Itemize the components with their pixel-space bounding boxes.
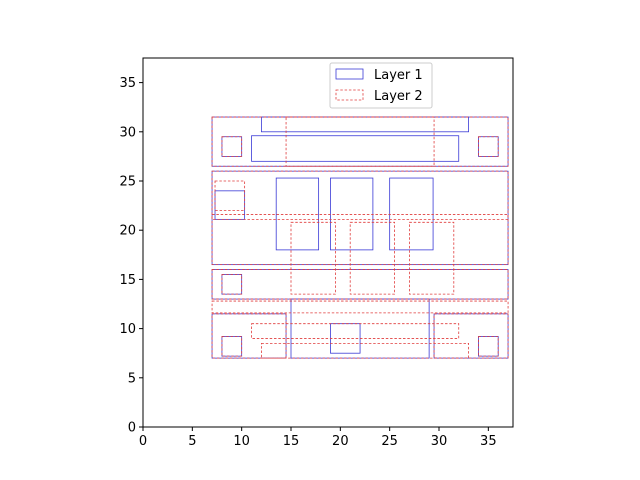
y-tick-label-25: 25 [119, 175, 136, 190]
layer-1-rect-5 [211, 170, 509, 266]
layer-2-rect-15 [211, 313, 287, 359]
layer-2-rect-9 [408, 221, 455, 295]
x-tick-label-10: 10 [233, 434, 250, 449]
y-tick-label-20: 20 [119, 224, 136, 239]
x-tick-label-20: 20 [332, 434, 349, 449]
layer-2-rect-10 [211, 269, 509, 300]
x-tick-label-15: 15 [283, 434, 300, 449]
layer-2-rect-11 [221, 274, 243, 295]
layer-2-rect-12 [211, 300, 509, 314]
rects-layer [211, 116, 509, 359]
layer-1-rect-2 [251, 135, 460, 162]
layer-2-rect-1 [285, 116, 435, 167]
x-tick-label-25: 25 [381, 434, 398, 449]
layer-1-rect-7 [275, 177, 320, 251]
layer-2-rect-4 [211, 170, 509, 266]
y-tick-label-30: 30 [119, 125, 136, 140]
layer-2-rect-3 [478, 136, 499, 157]
layer-2-rect-17 [221, 336, 243, 357]
layer-1-rect-0 [211, 116, 509, 167]
layer-2-rect-0 [211, 116, 509, 167]
x-tick-label-30: 30 [431, 434, 448, 449]
layer-1-rect-1 [260, 116, 469, 133]
layer-1-rect-6 [214, 190, 246, 220]
legend: Layer 1 Layer 2 [329, 62, 433, 109]
legend-swatch-layer-1 [335, 68, 364, 80]
layer-1-rect-12 [211, 313, 287, 359]
layer-1-rect-11 [221, 274, 243, 295]
layer-1-rect-16 [221, 336, 243, 357]
layer-2-rect-16 [433, 313, 509, 359]
y-tick-label-35: 35 [119, 76, 136, 91]
layer-2-rect-2 [221, 136, 243, 157]
layer-2-rect-14 [260, 342, 469, 359]
x-tick-label-5: 5 [188, 434, 196, 449]
legend-label-layer-1: Layer 1 [374, 68, 423, 83]
y-tick-label-5: 5 [128, 371, 136, 386]
layer-2-rect-8 [349, 221, 396, 295]
layer-2-rect-6 [214, 180, 246, 211]
legend-box [329, 62, 433, 109]
layer-1-rect-17 [478, 336, 499, 357]
layer-1-rect-4 [478, 136, 499, 157]
layer-2-rect-5 [211, 214, 509, 220]
y-tick-label-0: 0 [128, 421, 136, 436]
layer-2-rect-7 [290, 221, 336, 295]
plot-frame [142, 57, 514, 428]
layer-1-rect-3 [221, 136, 243, 157]
legend-label-layer-2: Layer 2 [374, 89, 423, 104]
legend-swatch-layer-2 [335, 89, 364, 101]
layer-1-rect-9 [389, 177, 434, 251]
y-ticks: 0 5 10 15 20 25 30 35 [119, 76, 143, 436]
layer-2-rect-18 [478, 336, 499, 357]
x-tick-label-0: 0 [139, 434, 147, 449]
layer-2-rect-13 [251, 323, 460, 339]
y-tick-label-15: 15 [119, 273, 136, 288]
x-tick-label-35: 35 [480, 434, 497, 449]
layer-1-rect-10 [211, 269, 509, 300]
layer-1-rect-8 [330, 177, 374, 251]
x-ticks: 0 5 10 15 20 25 30 35 [139, 427, 497, 449]
layer-1-rect-14 [433, 313, 509, 359]
y-tick-label-10: 10 [119, 322, 136, 337]
